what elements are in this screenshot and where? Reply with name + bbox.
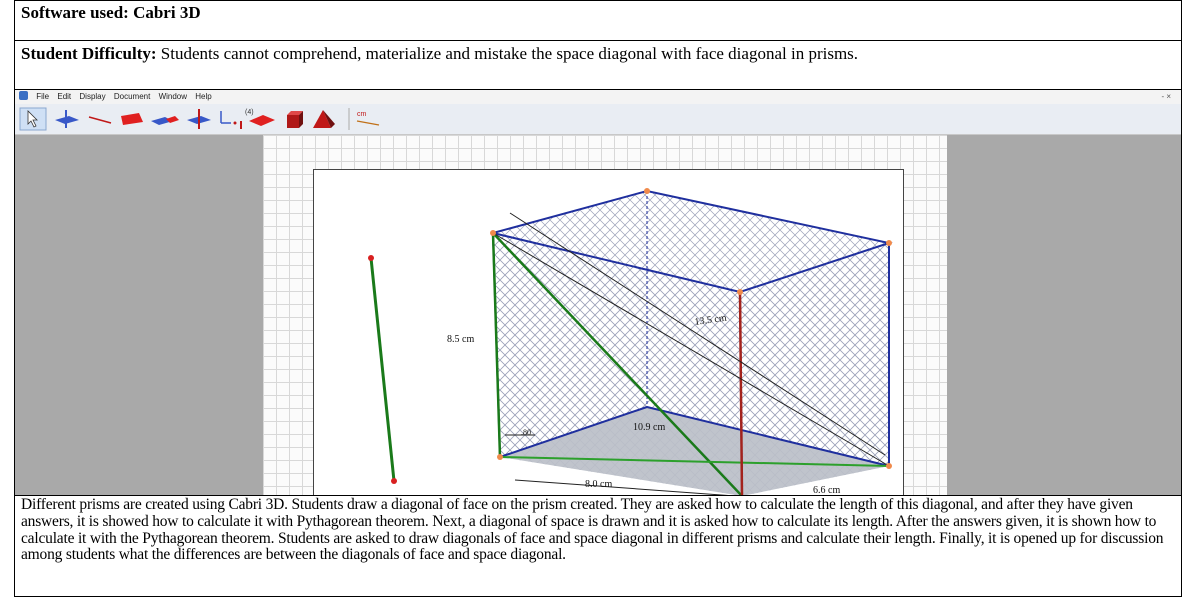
green-segment — [369, 257, 396, 482]
segment-endpoint-top — [368, 255, 374, 261]
pyramid-tool-icon[interactable] — [313, 110, 335, 128]
software-row: Software used: Cabri 3D — [15, 1, 1181, 41]
space-diagonal-label: 13.5 cm — [694, 313, 728, 328]
cabri-screenshot: File Edit Display Document Window Help -… — [15, 90, 1181, 496]
plane-tool-icon[interactable] — [55, 110, 79, 128]
side-label-1: 8.0 cm — [585, 479, 612, 490]
difficulty-label: Student Difficulty: — [21, 44, 157, 63]
toolbar-icons: (4) cm — [19, 107, 380, 131]
difficulty-text: Students cannot comprehend, materialize … — [160, 44, 859, 63]
description-text: Different prisms are created using Cabri… — [21, 496, 1164, 564]
software-label: Software used: — [21, 3, 129, 22]
menu-help[interactable]: Help — [195, 92, 212, 101]
surface-tool-icon[interactable] — [151, 116, 179, 125]
polygon-tool-icon[interactable] — [121, 113, 143, 125]
document-table: Software used: Cabri 3D Student Difficul… — [14, 0, 1182, 597]
vertical-edge-green — [491, 232, 502, 458]
menu-document[interactable]: Document — [113, 92, 151, 101]
menu-edit[interactable]: Edit — [57, 92, 72, 101]
difficulty-row: Student Difficulty: Students cannot comp… — [15, 41, 1181, 90]
space-diagonal — [492, 232, 890, 467]
dimension-line-side — [514, 479, 729, 495]
line-tool-icon[interactable] — [88, 116, 112, 124]
vertices — [490, 188, 892, 469]
transformation-tool-icon[interactable] — [220, 111, 242, 129]
cabri-app-icon — [19, 91, 28, 100]
space-diagonal-edge — [738, 291, 744, 495]
menu-bar: File Edit Display Document Window Help -… — [15, 90, 1181, 104]
side-label-2: 6.6 cm — [813, 485, 840, 496]
base-diagonal-label: 10.9 cm — [633, 422, 665, 433]
prism-tool-icon[interactable] — [287, 111, 303, 128]
toolbar: (4) cm — [15, 104, 1181, 135]
prism-base — [500, 407, 889, 495]
segment-endpoint-bottom — [391, 478, 397, 484]
menu-file[interactable]: File — [36, 92, 50, 101]
perpendicular-tool-icon[interactable] — [187, 109, 211, 129]
front-right-face — [740, 243, 889, 495]
base-diagonal — [499, 456, 890, 467]
pointer-tool-icon[interactable] — [27, 110, 38, 128]
measurement-line — [356, 120, 380, 126]
menu-display[interactable]: Display — [79, 92, 106, 101]
description-row: Different prisms are created using Cabri… — [15, 496, 1181, 598]
menu-window[interactable]: Window — [158, 92, 188, 101]
small-dimension-label: .80 — [521, 428, 531, 437]
dimension-line-space — [509, 212, 886, 456]
window-controls[interactable]: - × — [1161, 92, 1171, 101]
prism-figure: 8.5 cm 13.5 cm 10.9 cm 8.0 cm 6.6 cm .80 — [368, 188, 893, 496]
face-diagonal — [492, 232, 743, 495]
software-value: Cabri 3D — [133, 3, 201, 22]
measurement-tool-icon[interactable]: cm — [357, 111, 367, 118]
polyhedron-tool-icon[interactable] — [249, 115, 275, 126]
drawing-area[interactable]: 8.5 cm 13.5 cm 10.9 cm 8.0 cm 6.6 cm .80 — [15, 135, 1181, 495]
regular-polygon-tool-icon[interactable]: (4) — [245, 109, 254, 116]
height-label: 8.5 cm — [447, 334, 474, 345]
